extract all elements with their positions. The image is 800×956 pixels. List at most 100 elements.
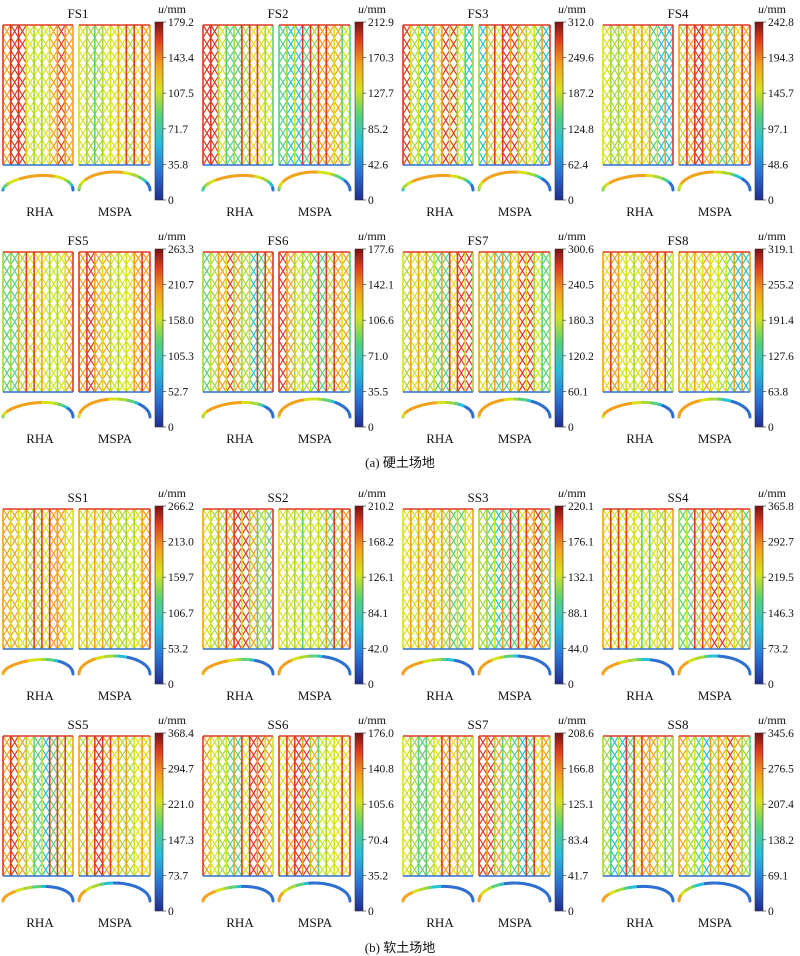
frame-brace [633, 24, 643, 39]
frame-brace [94, 151, 104, 166]
frame-brace [717, 62, 727, 77]
frame-brace [294, 353, 304, 367]
frame-brace [725, 139, 735, 153]
frame-brace [610, 139, 620, 153]
mspa-frame [278, 251, 351, 393]
frame-brace [449, 88, 458, 102]
frame-brace [310, 151, 319, 166]
frame-brace [610, 88, 620, 102]
frame-brace [33, 378, 43, 393]
frame-brace [478, 101, 488, 115]
frame-brace [725, 88, 735, 102]
frame-brace [294, 75, 304, 89]
frame-brace [64, 88, 74, 102]
frame-brace [278, 50, 288, 64]
frame-brace [494, 75, 504, 89]
colorbar-tick-label: 0 [368, 195, 374, 207]
frame-brace [418, 113, 427, 128]
frame-brace [210, 353, 220, 367]
frame-brace [402, 315, 412, 329]
frame-brace [502, 126, 512, 140]
frame-brace [710, 151, 719, 166]
frame-brace [133, 75, 143, 89]
frame-brace [449, 302, 458, 316]
frame-brace [133, 151, 143, 166]
frame-brace [249, 378, 258, 393]
frame-brace [117, 378, 127, 393]
frame-brace [517, 113, 527, 128]
frame-brace [433, 37, 443, 51]
frame-brace [286, 101, 296, 115]
frame-brace [694, 151, 704, 166]
frame-brace [94, 315, 104, 329]
frame-brace [602, 62, 612, 77]
frame-brace [249, 340, 258, 355]
colorbar-tick-label: 35.8 [168, 159, 188, 171]
frame-brace [133, 24, 143, 39]
colorbar-tick-label: 0 [168, 195, 174, 207]
colorbar-tick-label: 126.1 [368, 572, 394, 584]
frame-brace [49, 139, 58, 153]
rha-frame [402, 251, 474, 393]
frame-brace [49, 328, 58, 342]
frame-brace [33, 366, 43, 380]
colorbar-tick-label: 187.2 [568, 88, 594, 100]
frame-brace [618, 139, 627, 153]
frame-brace [125, 328, 135, 342]
frame-brace [49, 264, 58, 278]
frame-brace [94, 113, 104, 128]
frame-brace [449, 289, 458, 304]
frame-brace [533, 151, 543, 166]
frame-brace [441, 126, 451, 140]
frame-brace [64, 126, 74, 140]
frame-brace [478, 24, 488, 39]
frame-brace [641, 113, 651, 128]
frame-brace [278, 353, 288, 367]
frame-brace [33, 62, 43, 77]
frame-brace [294, 113, 304, 128]
frame-brace [10, 62, 20, 77]
frame-brace [286, 378, 296, 393]
frame-brace [2, 126, 12, 140]
frame-brace [649, 101, 658, 115]
frame-brace [486, 328, 496, 342]
frame-brace [710, 139, 719, 153]
frame-brace [433, 289, 443, 304]
frame-brace [702, 101, 712, 115]
frame-brace [456, 289, 466, 304]
frame-brace [102, 113, 112, 128]
frame-brace [78, 37, 88, 51]
frame-brace [78, 302, 88, 316]
frame-brace [418, 277, 427, 291]
colorbar-tick-label: 266.2 [168, 501, 194, 513]
frame-brace [278, 88, 288, 102]
frame-brace [141, 328, 151, 342]
frame-brace [402, 88, 412, 102]
frame-brace [302, 328, 312, 342]
frame-brace [449, 101, 458, 115]
frame-brace [25, 37, 35, 51]
frame-brace [341, 113, 351, 128]
frame-brace [64, 139, 74, 153]
frame-brace [225, 328, 235, 342]
frame-brace [425, 62, 435, 77]
frame-brace [78, 24, 88, 39]
frame-brace [125, 302, 135, 316]
frame-brace [625, 139, 635, 153]
frame-brace [741, 24, 751, 39]
colorbar [154, 505, 164, 685]
colorbar-tick-label: 62.4 [568, 159, 588, 171]
frame-brace [418, 315, 427, 329]
frame-brace [210, 37, 220, 51]
frame-brace [664, 139, 674, 153]
frame-brace [678, 62, 688, 77]
frame-brace [602, 113, 612, 128]
frame-brace [294, 50, 304, 64]
frame-brace [302, 289, 312, 304]
frame-brace [78, 101, 88, 115]
frame-brace [425, 264, 435, 278]
frame-brace [333, 24, 343, 39]
frame-brace [18, 37, 27, 51]
frame-brace [502, 75, 512, 89]
frame-brace [218, 101, 227, 115]
